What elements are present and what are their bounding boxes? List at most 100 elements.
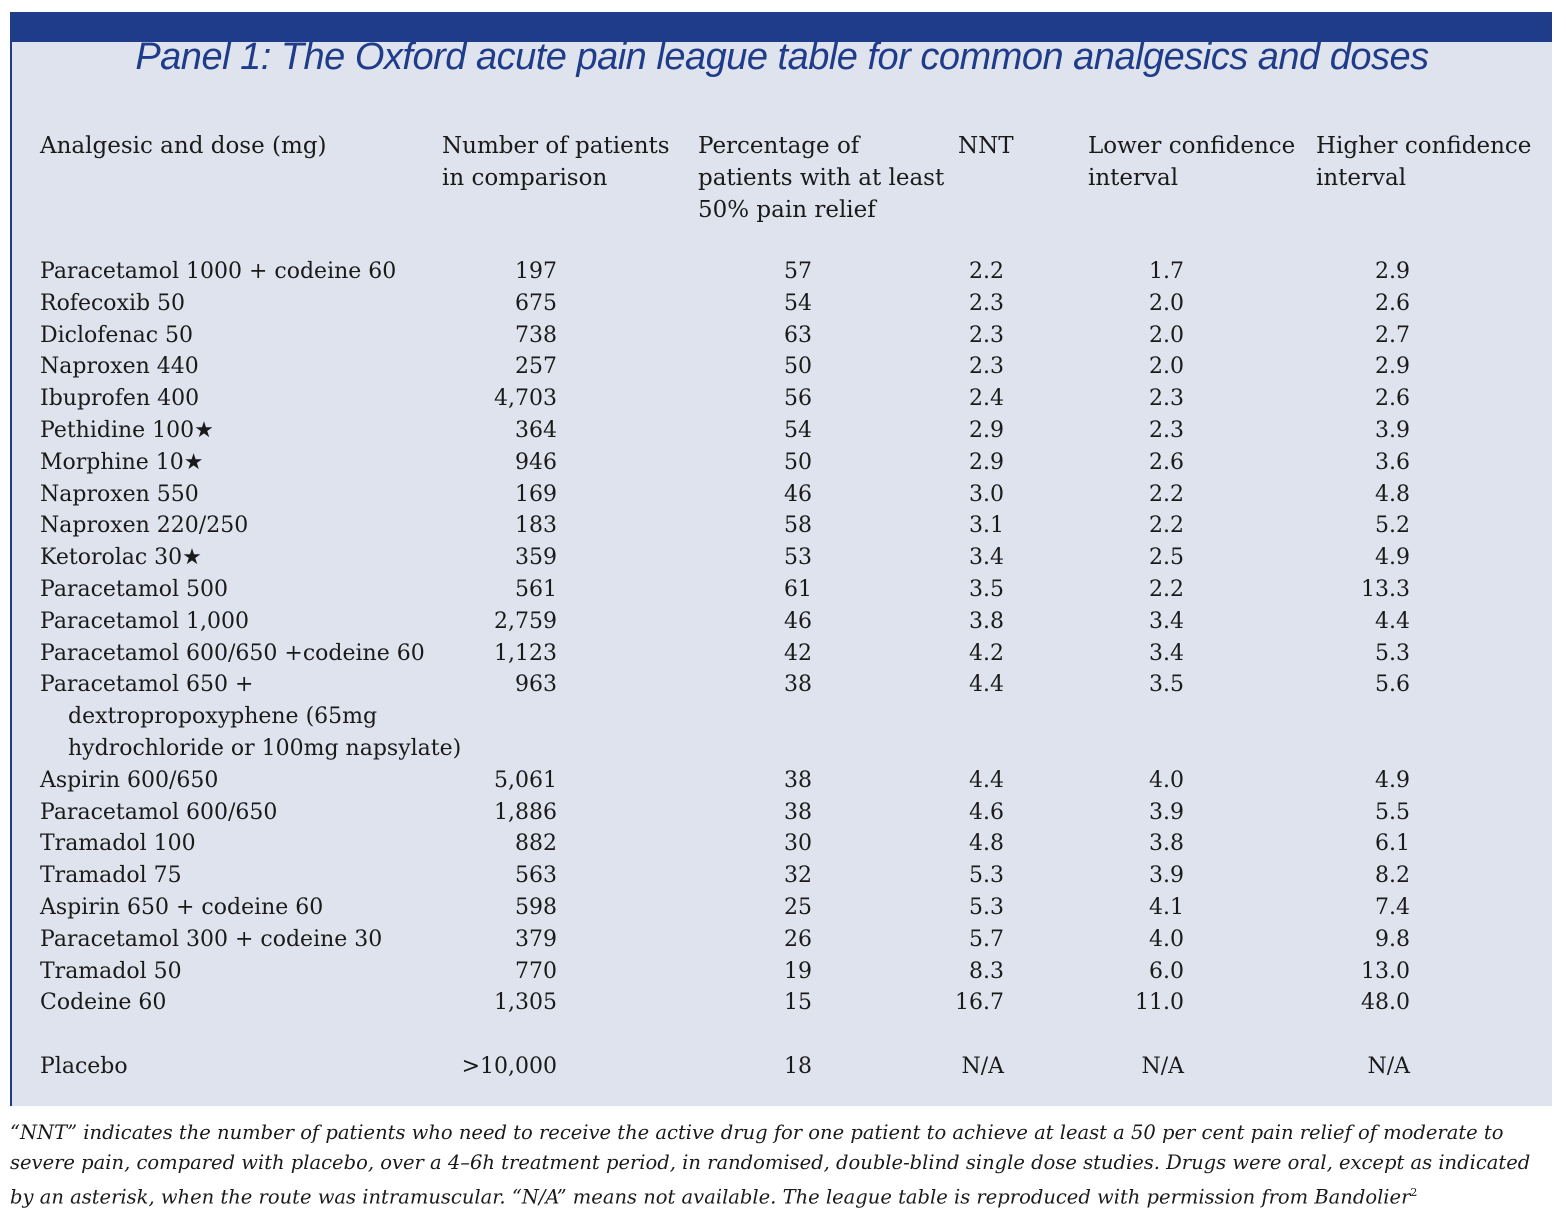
cell-analgesic: Codeine 60 [40, 987, 166, 1019]
analgesic-line: Naproxen 550 [40, 481, 199, 507]
header-line: in comparison [442, 165, 608, 191]
cell-higher-ci: 5.5 [1375, 799, 1410, 825]
cell-patients: 169 [515, 481, 557, 507]
analgesic-line: Pethidine 100★ [40, 418, 214, 443]
cell-higher-ci: 2.9 [1375, 259, 1410, 284]
cell-analgesic: Ibuprofen 400 [40, 383, 199, 415]
cell-nnt: 2.9 [969, 418, 1004, 443]
cell-lower-ci: 2.3 [1149, 418, 1184, 443]
cell-percentage: 38 [784, 799, 812, 825]
cell-lower-ci: 11.0 [1135, 990, 1184, 1016]
cell-lower-ci: 2.0 [1149, 290, 1184, 316]
cell-percentage: 61 [784, 577, 812, 602]
cell-percentage: 18 [784, 1054, 812, 1080]
cell-higher-ci: 3.6 [1375, 449, 1410, 475]
analgesic-line: Paracetamol 650 + [40, 672, 254, 698]
cell-higher-ci: N/A [1367, 1054, 1410, 1080]
cell-patients: 257 [515, 354, 557, 380]
cell-nnt: 5.7 [969, 926, 1004, 952]
cell-nnt: 2.2 [969, 259, 1004, 284]
cell-patients: 379 [515, 926, 557, 952]
cell-lower-ci: 6.0 [1149, 958, 1184, 984]
analgesic-line: Paracetamol 500 [40, 577, 228, 602]
cell-higher-ci: 4.4 [1375, 608, 1410, 634]
cell-higher-ci: 4.9 [1375, 767, 1410, 793]
cell-analgesic: Naproxen 220/250 [40, 510, 248, 542]
cell-percentage: 54 [784, 418, 812, 443]
footnote-text: “NNT” indicates the number of patients w… [10, 1121, 1531, 1209]
cell-nnt: 5.3 [969, 863, 1004, 889]
header-line: Number of patients [442, 133, 670, 159]
footnote: “NNT” indicates the number of patients w… [10, 1118, 1555, 1213]
cell-higher-ci: 13.0 [1361, 958, 1410, 984]
cell-percentage: 46 [784, 608, 812, 634]
cell-lower-ci: 2.3 [1149, 386, 1184, 412]
analgesic-line: Ibuprofen 400 [40, 386, 200, 412]
analgesic-line: Naproxen 440 [40, 354, 199, 380]
cell-nnt: 4.2 [969, 640, 1004, 666]
header-analgesic: Analgesic and dose (mg) [40, 130, 327, 162]
cell-percentage: 57 [784, 259, 812, 284]
analgesic-line: Paracetamol 600/650 +codeine 60 [40, 640, 425, 666]
cell-higher-ci: 6.1 [1375, 831, 1410, 857]
panel-title: Panel 1: The Oxford acute pain league ta… [135, 36, 1429, 78]
cell-nnt: 3.4 [969, 545, 1004, 571]
cell-higher-ci: 3.9 [1375, 418, 1410, 443]
cell-lower-ci: 2.0 [1149, 322, 1184, 348]
cell-patients: 882 [515, 831, 557, 857]
cell-higher-ci: 9.8 [1375, 926, 1410, 952]
cell-lower-ci: 4.1 [1149, 895, 1184, 920]
cell-patients: 675 [515, 290, 557, 316]
cell-higher-ci: 2.9 [1375, 354, 1410, 380]
cell-percentage: 56 [784, 386, 812, 412]
header-line: Percentage of [698, 133, 860, 159]
cell-percentage: 54 [784, 290, 812, 316]
cell-percentage: 46 [784, 481, 812, 507]
cell-higher-ci: 7.4 [1375, 895, 1410, 920]
analgesic-line: Aspirin 600/650 [40, 767, 219, 793]
cell-lower-ci: 2.6 [1149, 449, 1184, 475]
cell-analgesic: Naproxen 550 [40, 479, 199, 511]
cell-patients: 183 [515, 513, 557, 539]
analgesic-line: Tramadol 50 [40, 958, 182, 984]
cell-lower-ci: 2.5 [1149, 545, 1184, 571]
cell-nnt: 16.7 [955, 990, 1004, 1016]
header-line: Analgesic and dose (mg) [40, 133, 327, 159]
cell-lower-ci: 3.4 [1149, 640, 1184, 666]
cell-percentage: 50 [784, 449, 812, 475]
table-panel: Panel 1: The Oxford acute pain league ta… [10, 12, 1552, 1106]
cell-percentage: 53 [784, 545, 812, 571]
cell-nnt: 4.8 [969, 831, 1004, 857]
header-line: NNT [958, 133, 1014, 159]
cell-lower-ci: 3.4 [1149, 608, 1184, 634]
cell-percentage: 30 [784, 831, 812, 857]
analgesic-line: Naproxen 220/250 [40, 513, 249, 539]
cell-lower-ci: 2.2 [1149, 577, 1184, 602]
analgesic-line: Placebo [40, 1054, 128, 1080]
cell-higher-ci: 2.6 [1375, 290, 1410, 316]
analgesic-line: Rofecoxib 50 [40, 290, 186, 316]
cell-nnt: 3.1 [969, 513, 1004, 539]
cell-nnt: N/A [961, 1054, 1004, 1080]
cell-analgesic: Tramadol 50 [40, 956, 182, 988]
cell-lower-ci: 2.0 [1149, 354, 1184, 380]
cell-patients: 1,886 [494, 799, 557, 825]
cell-nnt: 2.3 [969, 322, 1004, 348]
cell-nnt: 2.3 [969, 354, 1004, 380]
cell-analgesic: Paracetamol 1,000 [40, 606, 249, 638]
cell-patients: 1,123 [494, 640, 557, 666]
cell-percentage: 25 [784, 895, 812, 920]
cell-patients: 561 [515, 577, 557, 602]
cell-patients: 5,061 [494, 767, 557, 793]
cell-lower-ci: 2.2 [1149, 481, 1184, 507]
analgesic-line: Aspirin 650 + codeine 60 [40, 895, 324, 920]
cell-nnt: 4.6 [969, 799, 1004, 825]
cell-lower-ci: N/A [1141, 1054, 1184, 1080]
analgesic-line: Tramadol 100 [40, 831, 196, 857]
header-line: Lower confidence [1088, 133, 1296, 159]
cell-higher-ci: 5.6 [1375, 672, 1410, 698]
cell-higher-ci: 5.2 [1375, 513, 1410, 539]
footnote-ref: 2 [1410, 1186, 1418, 1199]
header-percentage: Percentage of patients with at least 50% p… [698, 130, 944, 226]
header-nnt: NNT [958, 130, 1014, 162]
